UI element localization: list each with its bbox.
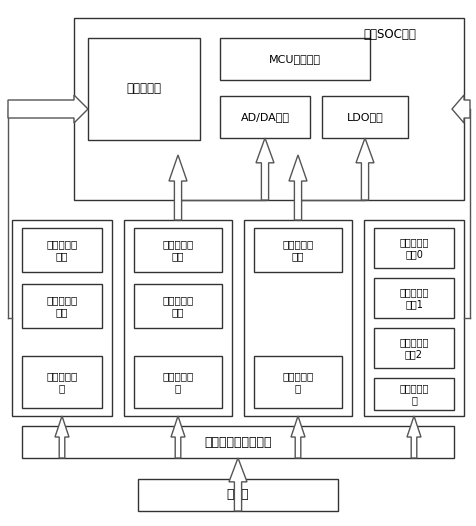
Bar: [374, 278, 454, 318]
Bar: [364, 220, 464, 416]
Bar: [134, 228, 222, 272]
Bar: [22, 356, 102, 408]
Text: 数字测试子
系统2: 数字测试子 系统2: [399, 337, 429, 359]
Bar: [88, 38, 200, 140]
Polygon shape: [256, 138, 274, 200]
Text: 时钟域控制
器: 时钟域控制 器: [282, 371, 314, 393]
Bar: [244, 220, 352, 416]
Polygon shape: [356, 138, 374, 200]
Bar: [374, 378, 454, 410]
Bar: [220, 96, 310, 138]
Polygon shape: [289, 155, 307, 220]
Polygon shape: [171, 416, 185, 458]
Bar: [22, 426, 454, 458]
Polygon shape: [452, 95, 470, 123]
Text: AD/DA模块: AD/DA模块: [240, 112, 289, 122]
Text: 系统总时钟域控制器: 系统总时钟域控制器: [204, 436, 272, 449]
Text: 数字测试子
系统0: 数字测试子 系统0: [399, 237, 429, 259]
Bar: [22, 284, 102, 328]
Bar: [74, 18, 464, 200]
Text: 混合信号子
系统: 混合信号子 系统: [162, 295, 194, 317]
Text: 内存检测子
系统: 内存检测子 系统: [46, 295, 78, 317]
Bar: [374, 328, 454, 368]
Bar: [124, 220, 232, 416]
Text: LDO模块: LDO模块: [347, 112, 383, 122]
Bar: [134, 284, 222, 328]
Text: 快闪存储器: 快闪存储器: [127, 83, 161, 96]
Text: 模拟信号子
系统: 模拟信号子 系统: [282, 239, 314, 261]
Bar: [12, 220, 112, 416]
Text: 待测SOC芯片: 待测SOC芯片: [364, 28, 416, 41]
Bar: [134, 356, 222, 408]
Bar: [374, 228, 454, 268]
Polygon shape: [8, 95, 88, 123]
Text: 时钟域控制
器: 时钟域控制 器: [46, 371, 78, 393]
Text: 计算机: 计算机: [227, 489, 249, 501]
Bar: [22, 228, 102, 272]
Polygon shape: [169, 155, 187, 220]
Polygon shape: [407, 416, 421, 458]
Text: 数字测试子
系统: 数字测试子 系统: [162, 239, 194, 261]
Text: 时钟域控制
器: 时钟域控制 器: [162, 371, 194, 393]
Bar: [138, 479, 338, 511]
Text: 数字测试子
系统1: 数字测试子 系统1: [399, 287, 429, 309]
Bar: [220, 38, 370, 80]
Polygon shape: [229, 458, 247, 511]
Polygon shape: [291, 416, 305, 458]
Bar: [322, 96, 408, 138]
Bar: [254, 356, 342, 408]
Bar: [254, 228, 342, 272]
Polygon shape: [55, 416, 69, 458]
Text: MCU微控制器: MCU微控制器: [269, 54, 321, 64]
Text: 数字测试子
系统: 数字测试子 系统: [46, 239, 78, 261]
Text: 时钟域控制
器: 时钟域控制 器: [399, 383, 429, 405]
